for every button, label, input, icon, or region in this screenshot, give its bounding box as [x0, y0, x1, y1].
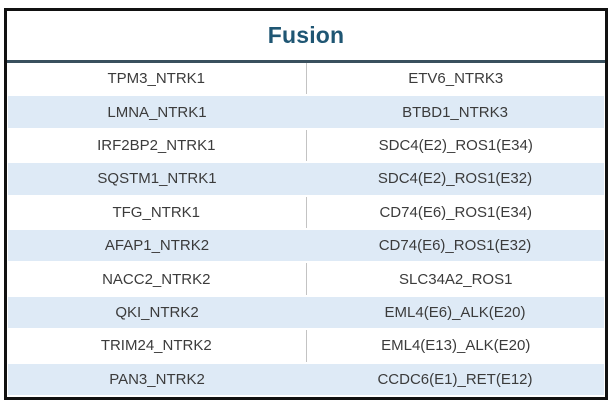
fusion-cell-right: EML4(E13)_ALK(E20)	[381, 337, 531, 355]
table-row: IRF2BP2_NTRK1 SDC4(E2)_ROS1(E34)	[7, 129, 605, 162]
table-row: PAN3_NTRK2 CCDC6(E1)_RET(E12)	[7, 361, 605, 398]
fusion-cell-right: SLC34A2_ROS1	[399, 270, 513, 288]
fusion-cell-left: IRF2BP2_NTRK1	[7, 129, 307, 162]
fusion-cell-left: AFAP1_NTRK2	[104, 237, 210, 255]
table-row: TPM3_NTRK1 ETV6_NTRK3	[7, 63, 605, 95]
fusion-cell-right: ETV6_NTRK3	[408, 70, 504, 88]
fusion-cell-left: TPM3_NTRK1	[7, 63, 307, 95]
table-row: LMNA_NTRK1 BTBD1_NTRK3	[7, 94, 605, 130]
table-row: SQSTM1_NTRK1 SDC4(E2)_ROS1(E32)	[7, 161, 605, 197]
table-header: Fusion	[7, 11, 605, 63]
fusion-table: Fusion TPM3_NTRK1 ETV6_NTRK3 LMNA_NTRK1 …	[4, 8, 608, 400]
table-body: TPM3_NTRK1 ETV6_NTRK3 LMNA_NTRK1 BTBD1_N…	[7, 63, 605, 398]
fusion-cell-right: SDC4(E2)_ROS1(E34)	[378, 137, 533, 155]
fusion-cell-left: PAN3_NTRK2	[109, 370, 205, 388]
fusion-cell-right: CD74(E6)_ROS1(E34)	[379, 203, 533, 221]
fusion-cell-right: CD74(E6)_ROS1(E32)	[378, 237, 532, 255]
fusion-cell-left: SQSTM1_NTRK1	[97, 170, 217, 188]
table-row: TFG_NTRK1 CD74(E6)_ROS1(E34)	[7, 196, 605, 229]
fusion-cell-right: SDC4(E2)_ROS1(E32)	[377, 170, 533, 188]
fusion-cell-left: NACC2_NTRK2	[7, 263, 307, 295]
table-title: Fusion	[267, 22, 345, 48]
table-row: QKI_NTRK2 EML4(E6)_ALK(E20)	[7, 294, 605, 331]
fusion-cell-left: TRIM24_NTRK2	[7, 330, 307, 362]
fusion-cell-left: TFG_NTRK1	[7, 196, 307, 229]
table-row: TRIM24_NTRK2 EML4(E13)_ALK(E20)	[7, 330, 605, 362]
fusion-cell-right: EML4(E6)_ALK(E20)	[384, 304, 526, 322]
fusion-cell-left: LMNA_NTRK1	[107, 103, 207, 121]
fusion-cell-left: QKI_NTRK2	[115, 304, 199, 322]
fusion-cell-right: CCDC6(E1)_RET(E12)	[377, 370, 533, 388]
table-row: NACC2_NTRK2 SLC34A2_ROS1	[7, 263, 605, 295]
fusion-cell-right: BTBD1_NTRK3	[402, 103, 508, 121]
table-row: AFAP1_NTRK2 CD74(E6)_ROS1(E32)	[7, 228, 605, 264]
